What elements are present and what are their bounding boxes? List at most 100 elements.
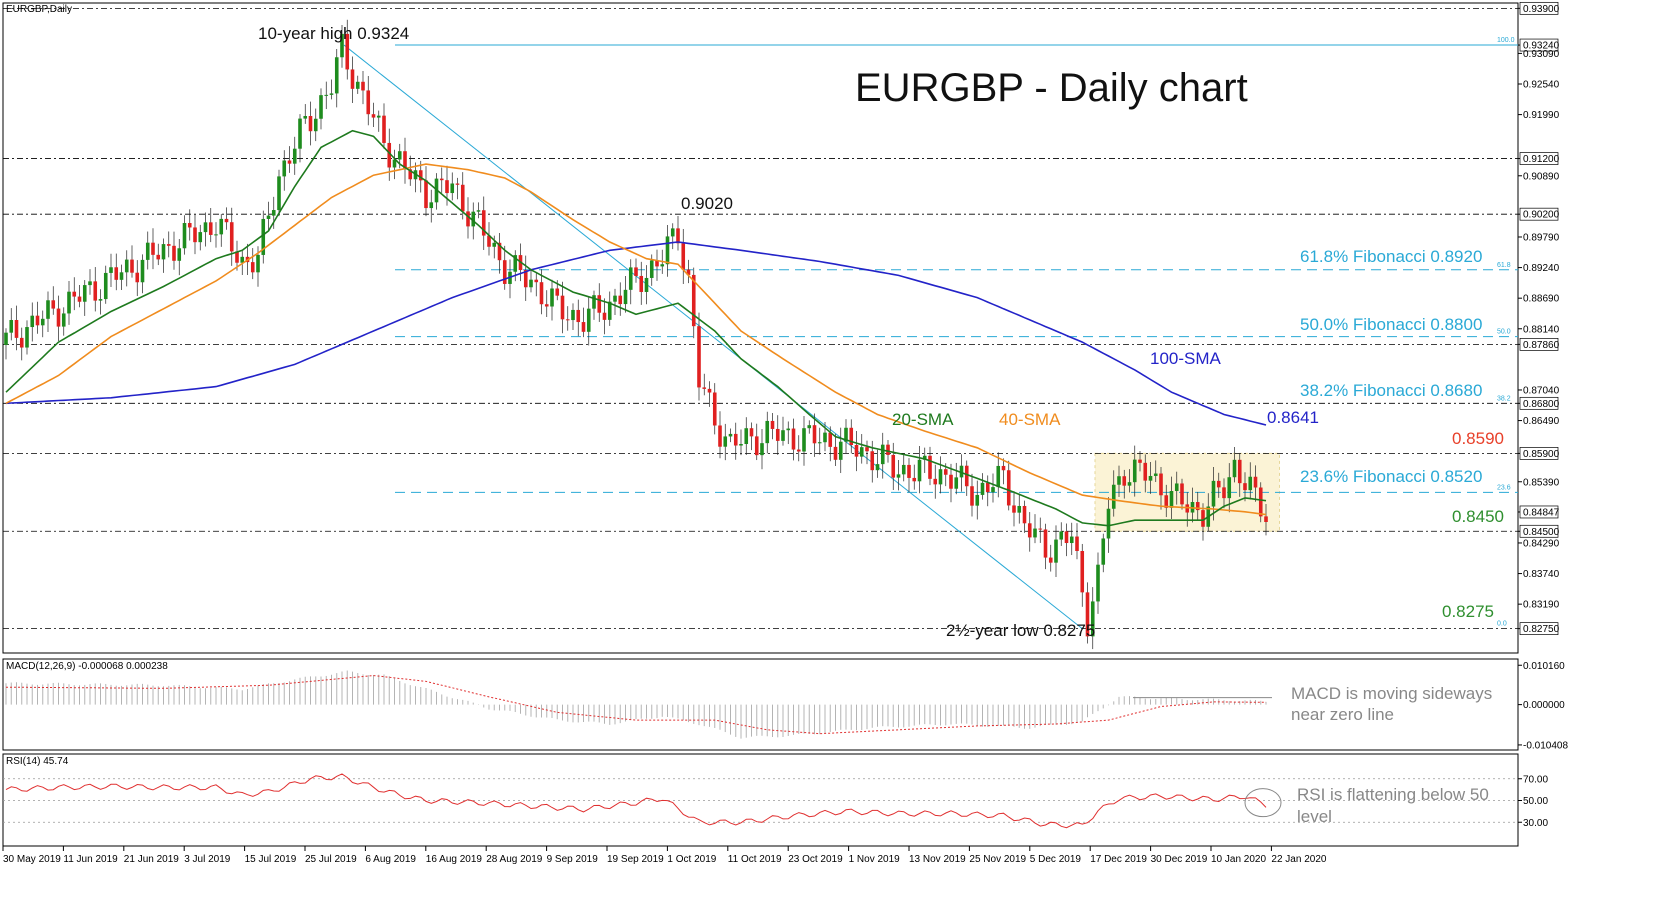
candle-body: [98, 299, 103, 301]
candle-body: [644, 277, 649, 292]
price-tick-label: 0.88140: [1523, 324, 1560, 335]
candle-body: [796, 449, 801, 452]
candle-body: [56, 308, 61, 327]
rsi-note-line1: RSI is flattening below 50: [1297, 785, 1489, 804]
candle-body: [917, 459, 922, 482]
price-tick-box: [1519, 622, 1559, 635]
candles-layer: [4, 19, 1268, 650]
candle-body: [319, 95, 323, 119]
price-tick-label: 0.91990: [1523, 110, 1560, 121]
rsi-tick-label: 70.00: [1523, 774, 1548, 785]
candle-body: [124, 259, 129, 273]
candle-body: [991, 487, 995, 493]
date-tick-label: 11 Oct 2019: [728, 854, 782, 865]
candle-body: [1132, 459, 1137, 483]
date-tick-label: 30 May 2019: [3, 854, 61, 865]
date-tick-label: 21 Jun 2019: [124, 854, 179, 865]
candle-body: [161, 244, 166, 260]
candle-body: [880, 444, 885, 465]
candle-body: [534, 279, 539, 283]
annotation-high: 10-year high 0.9324: [258, 24, 409, 43]
candle-body: [256, 254, 260, 273]
candle-body: [235, 251, 239, 263]
candle-body: [151, 242, 155, 255]
label-fib382: 38.2% Fibonacci 0.8680: [1300, 381, 1482, 400]
candle-body: [266, 215, 271, 219]
candle-body: [560, 295, 565, 320]
candle-body: [366, 90, 371, 115]
candle-body: [277, 176, 281, 211]
candle-body: [786, 428, 791, 431]
candle-body: [1185, 504, 1190, 513]
label-sma40: 40-SMA: [999, 410, 1061, 429]
candle-body: [46, 300, 50, 319]
candle-body: [371, 114, 376, 118]
candle-body: [959, 465, 964, 478]
candle-body: [775, 428, 780, 441]
annotation-peak-oct: 0.9020: [681, 194, 733, 213]
candle-body: [324, 94, 329, 96]
candle-body: [1085, 592, 1090, 637]
fib-tag: 0.0: [1497, 621, 1507, 628]
candle-body: [1101, 538, 1106, 565]
price-tick-label: 0.92540: [1523, 79, 1560, 90]
candle-body: [901, 464, 906, 475]
levels-layer: 100.0 61.8 50.0 38.2 23.6 0.0: [3, 7, 1518, 630]
chart-title: EURGBP - Daily chart: [855, 66, 1248, 110]
candle-body: [497, 242, 502, 261]
candle-body: [376, 115, 381, 118]
candle-body: [166, 244, 171, 246]
rsi-highlight-circle: [1244, 788, 1282, 818]
macd-tick-label: 0.000000: [1523, 700, 1565, 711]
price-tick-label: 0.88690: [1523, 294, 1560, 305]
price-tick-label: 0.90200: [1523, 210, 1560, 221]
candle-body: [975, 494, 980, 506]
candle-body: [628, 267, 633, 290]
candle-body: [697, 326, 701, 388]
candle-body: [1243, 483, 1247, 491]
candle-body: [712, 392, 717, 426]
candle-body: [114, 267, 119, 280]
candle-body: [130, 259, 134, 273]
candle-body: [817, 442, 822, 444]
candle-body: [728, 433, 733, 437]
price-tick-label: 0.85390: [1523, 477, 1560, 488]
candle-body: [145, 242, 150, 260]
rsi-tick-label: 30.00: [1523, 818, 1548, 829]
candle-body: [214, 234, 218, 236]
candle-body: [345, 33, 350, 70]
sma-layer: [5, 129, 1267, 527]
candle-body: [686, 269, 691, 275]
candle-body: [565, 319, 570, 321]
candle-body: [481, 210, 486, 236]
candle-body: [550, 288, 554, 307]
price-tick-box: [1519, 505, 1559, 519]
candle-body: [922, 455, 927, 460]
candle-body: [602, 312, 607, 320]
price-tick-label: 0.93240: [1523, 41, 1560, 52]
candle-body: [891, 454, 896, 478]
candle-body: [996, 465, 1001, 488]
candle-body: [886, 444, 890, 455]
date-tick-label: 5 Dec 2019: [1030, 854, 1082, 865]
label-fib618: 61.8% Fibonacci 0.8920: [1300, 247, 1482, 266]
candle-body: [1017, 505, 1022, 513]
candle-body: [408, 169, 413, 180]
candle-body: [40, 318, 45, 326]
price-tick-label: 0.93900: [1523, 4, 1560, 15]
candle-body: [261, 218, 266, 255]
candle-body: [523, 270, 528, 288]
candle-body: [665, 236, 670, 265]
candle-body: [928, 455, 932, 479]
candle-body: [1096, 564, 1100, 602]
candle-body: [723, 436, 728, 447]
candle-body: [88, 281, 92, 286]
candle-body: [1195, 502, 1200, 511]
candle-body: [382, 115, 386, 143]
candle-body: [576, 309, 581, 323]
candle-body: [964, 465, 969, 487]
candle-body: [1153, 473, 1158, 476]
candle-body: [455, 183, 460, 185]
candle-body: [865, 447, 869, 452]
